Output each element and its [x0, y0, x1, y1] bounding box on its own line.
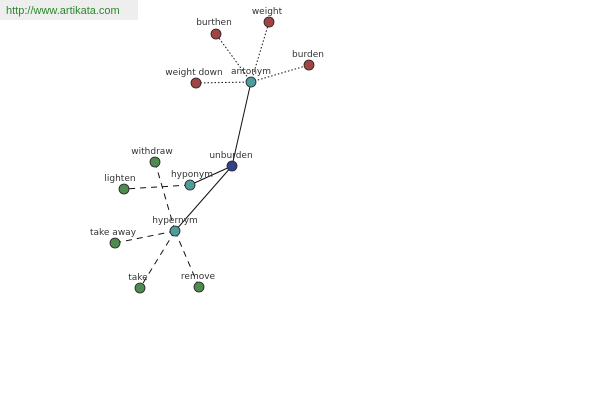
edge	[250, 64, 310, 83]
node-label: antonym	[231, 67, 271, 77]
edge	[195, 81, 252, 84]
node-label: take away	[90, 228, 137, 238]
node[interactable]	[184, 179, 196, 191]
node-label: unburden	[209, 151, 252, 161]
node[interactable]	[134, 282, 146, 294]
node[interactable]	[149, 156, 161, 168]
node-label: withdraw	[131, 147, 172, 157]
node[interactable]	[169, 225, 181, 237]
edge	[154, 161, 176, 232]
header-url: http://www.artikata.com	[6, 5, 120, 17]
edge	[215, 33, 252, 83]
node[interactable]	[193, 281, 205, 293]
node[interactable]	[245, 76, 257, 88]
node-label: take	[128, 273, 148, 283]
node[interactable]	[118, 183, 130, 195]
edge	[174, 165, 233, 232]
node[interactable]	[263, 16, 275, 28]
edges	[114, 21, 310, 289]
node-label: burthen	[196, 18, 232, 28]
node-label: lighten	[104, 174, 135, 184]
header-box	[0, 0, 138, 20]
node-label: weight down	[165, 68, 223, 78]
node-label: hyponym	[171, 170, 213, 180]
edge	[231, 81, 252, 167]
node[interactable]	[303, 59, 315, 71]
node[interactable]	[210, 28, 222, 40]
edge	[189, 165, 233, 186]
node[interactable]	[109, 237, 121, 249]
node[interactable]	[226, 160, 238, 172]
node[interactable]	[190, 77, 202, 89]
node-label: burden	[292, 50, 324, 60]
node-label: hypernym	[152, 216, 198, 226]
nodes: unburden antonym burthen weight burden w…	[90, 7, 324, 294]
node-label: weight	[252, 7, 283, 17]
node-label: remove	[181, 272, 216, 282]
edge	[139, 230, 176, 289]
edge	[123, 184, 191, 190]
